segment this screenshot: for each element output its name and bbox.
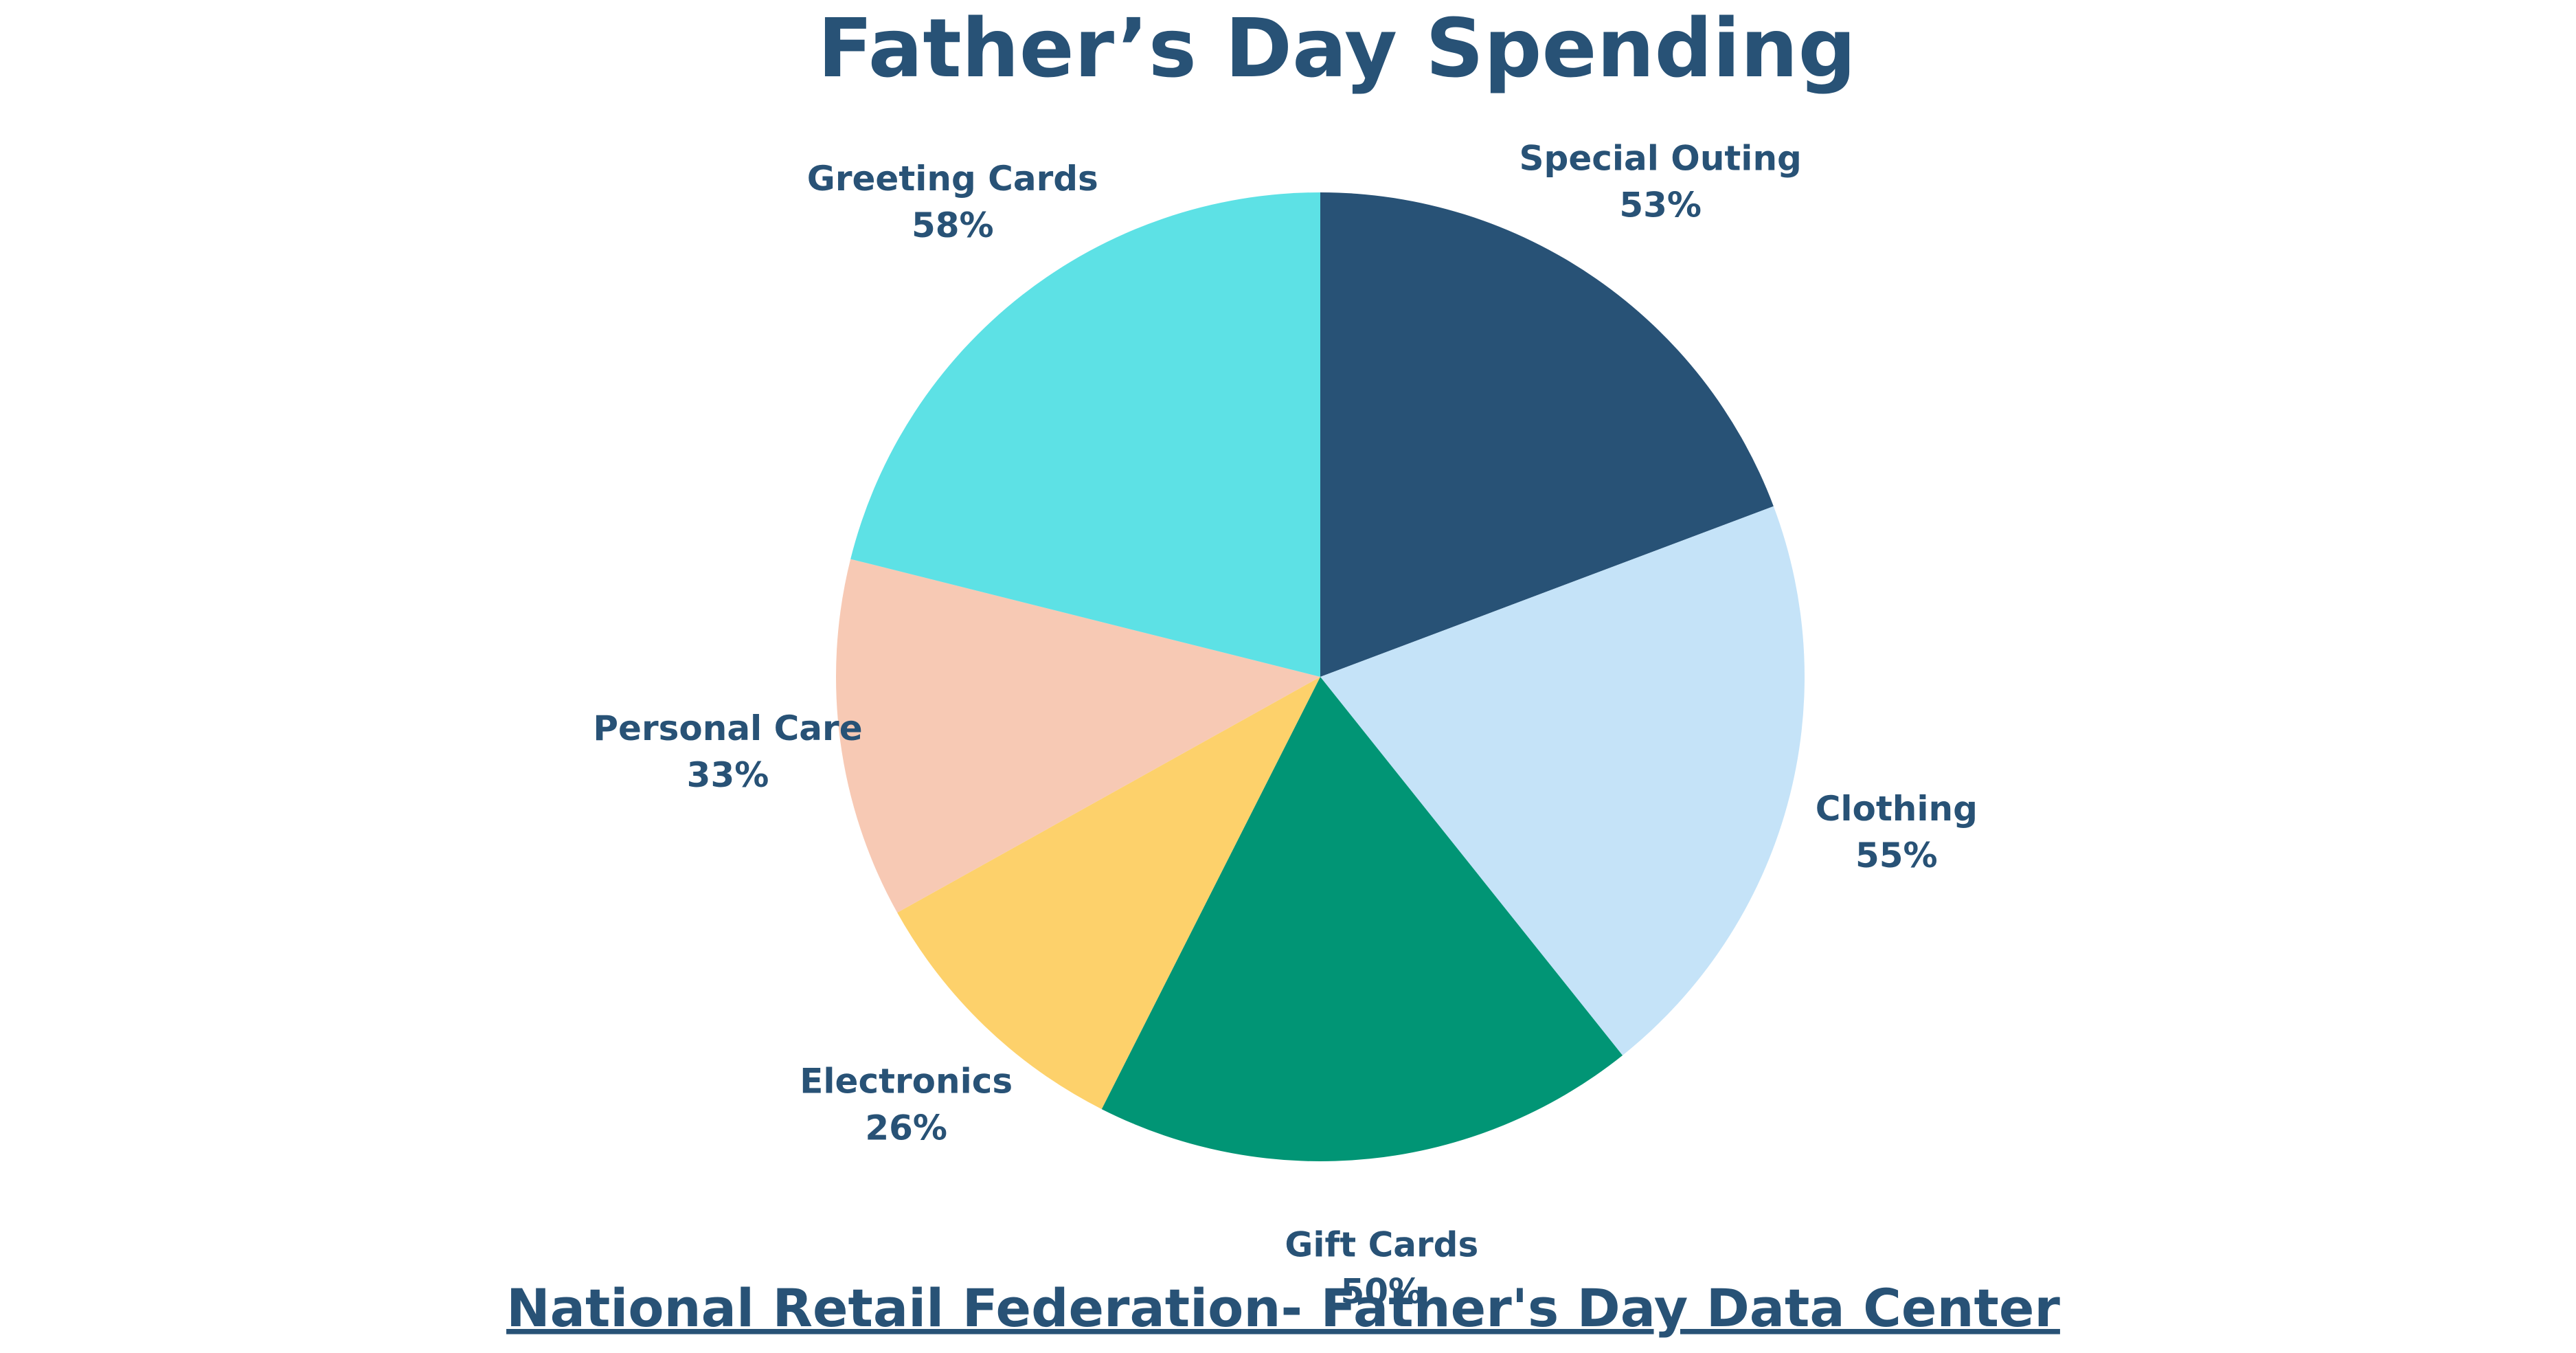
pie-slice-personal-care [836,559,1320,913]
pie-slice-electronics [897,677,1320,1110]
pie-slice-special-outing [1320,192,1774,677]
pie-slice-clothing [1320,506,1805,1055]
slice-value-clothing: 55% [1855,836,1938,875]
pie-slices [836,192,1805,1161]
slice-label-personal-care: Personal Care [593,708,862,748]
slice-value-special-outing: 53% [1619,186,1702,225]
slice-label-gift-cards: Gift Cards [1285,1225,1478,1264]
slice-label-greeting-cards: Greeting Cards [807,159,1098,199]
slice-value-personal-care: 33% [687,755,769,795]
pie-slice-gift-cards [1101,677,1623,1161]
slice-value-greeting-cards: 58% [912,205,994,245]
pie-labels: Special Outing 53% Clothing 55% Gift Cards 50… [593,139,1978,1312]
slice-label-special-outing: Special Outing [1519,139,1802,179]
pie-slice-greeting-cards [850,192,1320,677]
chart-title: Father’s Day Spending [817,1,1856,96]
slice-label-electronics: Electronics [800,1061,1013,1101]
slice-label-clothing: Clothing [1816,789,1978,829]
slice-value-gift-cards: 50% [1340,1271,1423,1311]
slice-value-electronics: 26% [865,1108,947,1148]
source-link[interactable]: National Retail Federation- Father's Day… [506,1277,2060,1339]
